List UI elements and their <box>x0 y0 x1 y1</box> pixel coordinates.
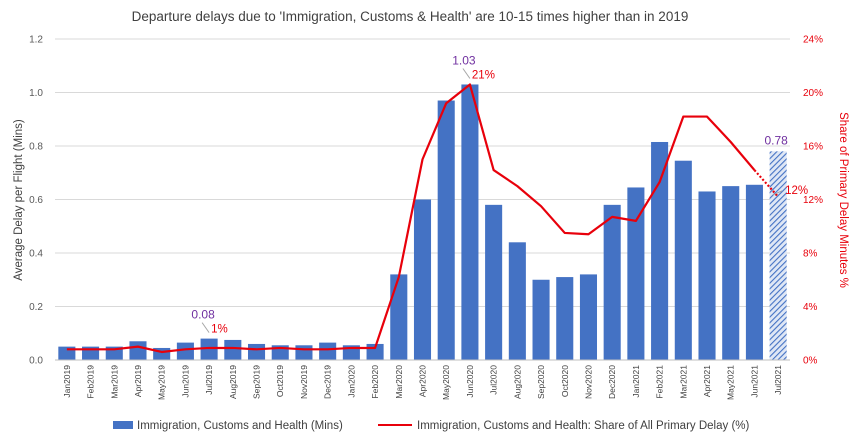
label-leader <box>201 322 210 333</box>
bar <box>603 204 621 360</box>
x-tick-label: Jan2020 <box>346 365 356 398</box>
label-leader <box>462 68 471 79</box>
y2-tick-label: 20% <box>803 88 823 99</box>
y-tick-label: 0.8 <box>29 142 43 153</box>
bar-data-label: 0.08 <box>191 308 215 322</box>
bar <box>485 204 503 360</box>
bar <box>176 342 194 360</box>
bar <box>556 277 574 360</box>
bar-series <box>58 84 787 361</box>
bar <box>508 242 526 360</box>
x-tick-label: Jun2020 <box>465 365 475 398</box>
x-tick-label: Feb2020 <box>370 365 380 399</box>
x-tick-label: May2019 <box>157 365 167 400</box>
y2-tick-label: 24% <box>803 35 823 46</box>
bar <box>532 279 550 360</box>
bar <box>627 187 645 360</box>
bar <box>722 186 740 360</box>
bar <box>698 191 716 360</box>
x-tick-label: Sep2019 <box>252 365 262 399</box>
bar-data-label: 0.78 <box>764 133 788 147</box>
bar <box>247 343 266 360</box>
bar <box>200 338 218 360</box>
bar <box>674 160 692 360</box>
x-tick-label: Jun2019 <box>180 365 190 398</box>
x-tick-label: May2020 <box>441 365 451 400</box>
y2-tick-label: 8% <box>803 249 818 260</box>
x-tick-label: Jul2020 <box>489 365 499 395</box>
x-tick-label: Feb2019 <box>86 365 96 399</box>
legend-bar-swatch <box>113 421 133 429</box>
y-tick-label: 0.2 <box>29 302 43 313</box>
x-tick-label: Mar2020 <box>394 365 404 399</box>
x-tick-label: Apr2020 <box>418 365 428 397</box>
bar <box>745 184 763 360</box>
bar <box>461 84 479 360</box>
line-projection-segment <box>753 169 779 198</box>
x-tick-label: Oct2019 <box>275 365 285 397</box>
x-tick-label: Oct2020 <box>560 365 570 397</box>
legend-line-label: Immigration, Customs and Health: Share o… <box>417 420 750 432</box>
x-tick-label: Sep2020 <box>536 365 546 399</box>
annotations: 0.08 1% 1.03 21% 0.78 12% <box>191 53 808 335</box>
bar <box>224 339 242 360</box>
chart-title: Departure delays due to 'Immigration, Cu… <box>132 9 689 24</box>
x-tick-label: Jan2019 <box>62 365 72 398</box>
x-tick-label: Aug2019 <box>228 365 238 399</box>
x-tick-label: Nov2019 <box>299 365 309 399</box>
bar <box>579 274 598 360</box>
legend: Immigration, Customs and Health (Mins) I… <box>113 420 750 432</box>
x-tick-label: Dec2019 <box>323 365 333 399</box>
x-tick-label: May2021 <box>726 365 736 400</box>
line-path <box>66 83 756 354</box>
bar <box>651 141 669 360</box>
bar <box>390 274 408 360</box>
bar <box>437 100 455 361</box>
y-tick-label: 0.4 <box>29 249 43 260</box>
line-data-label: 21% <box>472 69 495 81</box>
x-tick-label: Apr2019 <box>133 365 143 397</box>
x-tick-label: Jul2019 <box>204 365 214 395</box>
x-tick-label: Mar2021 <box>678 365 688 399</box>
line-data-label: 1% <box>211 324 228 336</box>
bar <box>413 199 432 360</box>
line-series <box>66 83 779 354</box>
x-tick-label: Aug2020 <box>512 365 522 399</box>
axes: 0.0 0.2 0.4 0.6 0.8 1.0 1.2 0% 4% 8% 12% 16% 20% 24% J… <box>29 35 823 400</box>
y2-tick-label: 12% <box>803 195 823 206</box>
bar <box>129 341 147 360</box>
legend-bar-label: Immigration, Customs and Health (Mins) <box>137 420 343 432</box>
y2-tick-label: 16% <box>803 142 823 153</box>
x-tick-label: Jul2021 <box>773 365 783 395</box>
bar <box>295 345 313 360</box>
x-tick-label: Feb2021 <box>655 365 665 399</box>
bar <box>319 342 337 360</box>
x-tick-label: Jan2021 <box>631 365 641 398</box>
bar <box>769 151 787 360</box>
bar-data-label: 1.03 <box>452 53 476 67</box>
x-tick-label: Jun2021 <box>749 365 759 398</box>
y-axis-label: Average Delay per Flight (Mins) <box>13 119 25 281</box>
y-tick-label: 1.2 <box>29 35 43 46</box>
y2-tick-label: 4% <box>803 302 818 313</box>
y-tick-label: 0.0 <box>29 356 43 367</box>
y2-axis-label: Share of Primary Delay Minutes % <box>837 112 849 288</box>
y-tick-label: 0.6 <box>29 195 43 206</box>
y2-tick-label: 0% <box>803 356 818 367</box>
x-tick-label: Nov2020 <box>583 365 593 399</box>
x-tick-label: Mar2019 <box>109 365 119 399</box>
label-leader <box>772 190 783 196</box>
y-tick-label: 1.0 <box>29 88 43 99</box>
x-tick-label: Apr2021 <box>702 365 712 397</box>
line-data-label: 12% <box>785 185 808 197</box>
x-tick-label: Dec2020 <box>607 365 617 399</box>
